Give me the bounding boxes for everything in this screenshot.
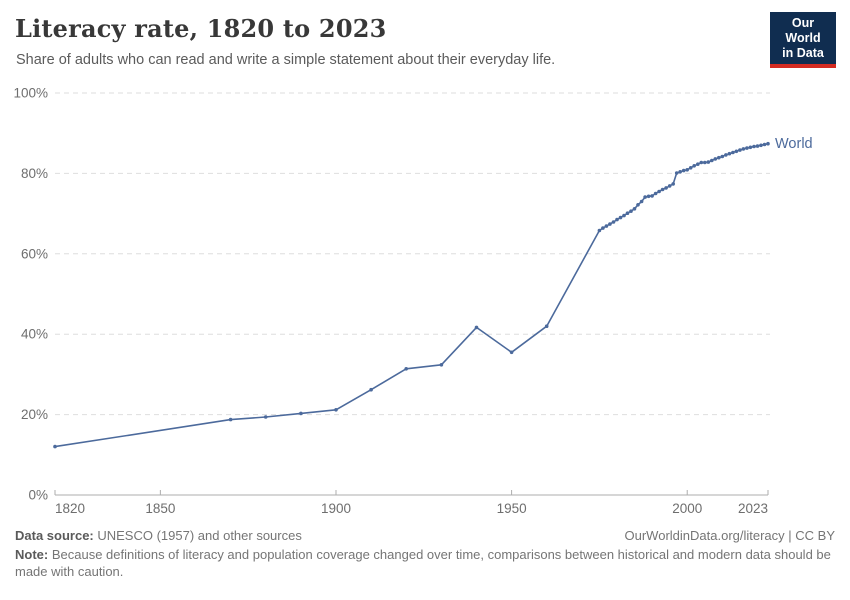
data-point xyxy=(755,144,760,148)
y-axis-tick-label: 0% xyxy=(28,488,48,503)
data-point xyxy=(748,145,753,150)
data-point xyxy=(608,222,612,226)
data-point xyxy=(611,220,616,224)
series-label-world[interactable]: World xyxy=(775,136,813,152)
x-axis-tick-label: 1950 xyxy=(497,501,527,516)
data-point xyxy=(53,444,57,449)
x-axis-tick-label: 1850 xyxy=(145,501,175,516)
data-point xyxy=(724,153,728,157)
data-point xyxy=(717,155,721,160)
data-point xyxy=(738,148,742,152)
data-point xyxy=(678,170,682,174)
data-point xyxy=(745,146,749,150)
data-point xyxy=(439,363,444,367)
data-point xyxy=(685,168,689,172)
y-axis-tick-label: 40% xyxy=(21,327,48,342)
data-point xyxy=(615,217,619,222)
page-subtitle: Share of adults who can read and write a… xyxy=(16,52,556,68)
data-point xyxy=(660,187,665,192)
data-point xyxy=(734,149,739,154)
data-point xyxy=(643,195,647,199)
data-point xyxy=(228,417,233,422)
data-point xyxy=(369,387,373,392)
data-point xyxy=(299,411,303,416)
data-point xyxy=(671,182,675,186)
data-point xyxy=(681,168,686,173)
y-axis-tick-label: 100% xyxy=(13,86,48,101)
y-axis-tick-label: 20% xyxy=(21,407,48,422)
data-source-label: Data source: xyxy=(15,528,94,543)
data-point xyxy=(653,191,658,196)
x-axis-tick-label: 2000 xyxy=(672,501,702,516)
data-point xyxy=(710,158,714,163)
data-source: Data source: UNESCO (1957) and other sou… xyxy=(15,528,302,543)
data-point xyxy=(692,164,696,168)
data-point xyxy=(632,207,637,211)
data-point xyxy=(674,171,679,175)
page-title: Literacy rate, 1820 to 2023 xyxy=(15,14,387,43)
data-point xyxy=(703,160,707,165)
data-point xyxy=(713,157,718,161)
data-point xyxy=(731,150,735,155)
data-point xyxy=(762,142,767,147)
note-label: Note: xyxy=(15,547,49,562)
data-point xyxy=(667,184,672,188)
data-point xyxy=(664,186,668,190)
data-point xyxy=(650,194,654,198)
data-point xyxy=(636,203,640,207)
chart-footer: Data source: UNESCO (1957) and other sou… xyxy=(15,528,835,580)
data-point xyxy=(629,209,633,213)
data-point xyxy=(334,408,338,412)
data-point xyxy=(601,226,605,230)
note-text: Because definitions of literacy and popu… xyxy=(15,547,831,579)
data-point xyxy=(604,224,609,228)
data-point xyxy=(766,141,770,146)
owid-license-link[interactable]: OurWorldinData.org/literacy | CC BY xyxy=(624,528,835,543)
data-point xyxy=(696,162,700,166)
data-point xyxy=(688,166,693,170)
data-point xyxy=(639,199,644,204)
data-point xyxy=(474,325,479,330)
x-axis-tick-label: 1900 xyxy=(321,501,351,516)
data-point xyxy=(263,415,268,419)
owid-logo[interactable]: Our World in Data xyxy=(770,12,836,68)
data-point xyxy=(618,215,623,220)
data-point xyxy=(597,228,602,233)
owid-logo-line2: in Data xyxy=(782,46,824,60)
data-point xyxy=(706,160,711,164)
data-point xyxy=(646,194,651,199)
x-axis-tick-label: 1820 xyxy=(55,501,85,516)
data-point xyxy=(699,160,704,165)
data-point xyxy=(720,154,725,159)
data-source-text: UNESCO (1957) and other sources xyxy=(93,528,302,543)
y-axis-tick-label: 60% xyxy=(21,246,48,261)
data-point xyxy=(657,189,661,194)
data-point xyxy=(509,350,514,355)
source-row: Data source: UNESCO (1957) and other sou… xyxy=(15,528,835,543)
x-axis-tick-label: 2023 xyxy=(738,501,768,516)
owid-logo-line1: Our World xyxy=(785,16,821,45)
data-point xyxy=(741,147,746,151)
chart-note: Note: Because definitions of literacy an… xyxy=(15,546,835,580)
data-point xyxy=(544,324,549,328)
data-point xyxy=(727,151,732,156)
line-chart[interactable]: 0% 20% 40% 60% 80% 100% 1820 1850 1900 1950 2000 20… xyxy=(0,85,850,528)
data-point xyxy=(404,367,409,371)
data-point xyxy=(759,143,763,148)
y-axis-tick-label: 80% xyxy=(21,166,48,181)
data-point xyxy=(752,144,756,149)
data-point xyxy=(622,213,626,218)
data-point xyxy=(625,211,630,215)
